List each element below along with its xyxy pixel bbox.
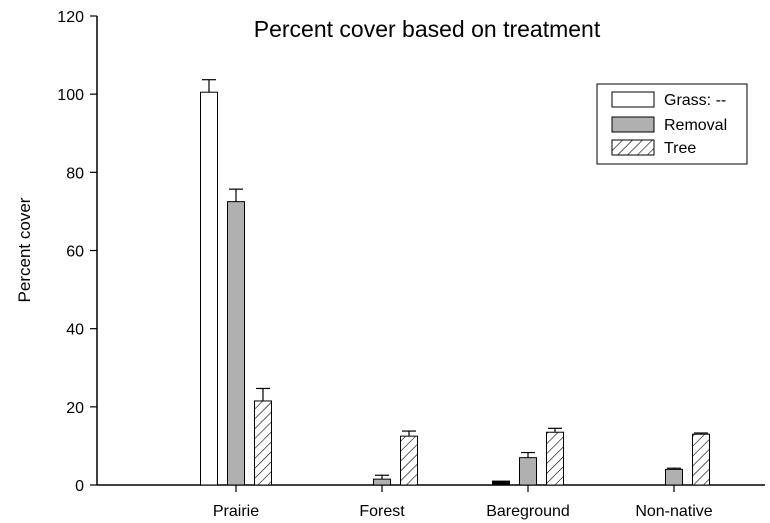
y-tick-label: 40 <box>66 322 84 339</box>
legend-label-grass: Grass: -- <box>664 92 726 109</box>
y-tick-label: 20 <box>66 400 84 417</box>
bar <box>200 91 218 486</box>
legend-swatch-removal <box>611 116 655 133</box>
bar <box>373 478 391 486</box>
bar <box>492 480 510 486</box>
bar <box>546 431 564 486</box>
bars <box>200 79 710 486</box>
legend-label-removal: Removal <box>664 117 727 134</box>
bar <box>227 201 245 486</box>
x-tick-label: Prairie <box>213 503 259 520</box>
y-tick-label: 80 <box>66 165 84 182</box>
y-axis-label: Percent cover <box>15 197 34 302</box>
bar <box>665 468 683 486</box>
x-tick-label: Bareground <box>486 503 570 520</box>
legend: Grass: -- Removal Tree <box>596 83 748 165</box>
bar <box>692 433 710 486</box>
y-tick-label: 60 <box>66 244 84 261</box>
y-ticks: 0 20 40 60 80 100 120 <box>57 9 97 495</box>
y-tick-label: 120 <box>57 9 84 26</box>
y-tick-label: 100 <box>57 87 84 104</box>
bar <box>254 400 272 486</box>
bar <box>400 435 418 486</box>
legend-swatch-tree <box>611 139 655 156</box>
x-ticks: Prairie Forest Bareground Non-native <box>213 485 713 520</box>
chart-title: Percent cover based on treatment <box>254 16 601 42</box>
x-tick-label: Forest <box>359 503 405 520</box>
legend-swatch-grass <box>611 91 655 108</box>
bar <box>519 457 537 486</box>
legend-label-tree: Tree <box>664 140 696 157</box>
y-tick-label: 0 <box>75 478 84 495</box>
x-tick-label: Non-native <box>635 503 712 520</box>
